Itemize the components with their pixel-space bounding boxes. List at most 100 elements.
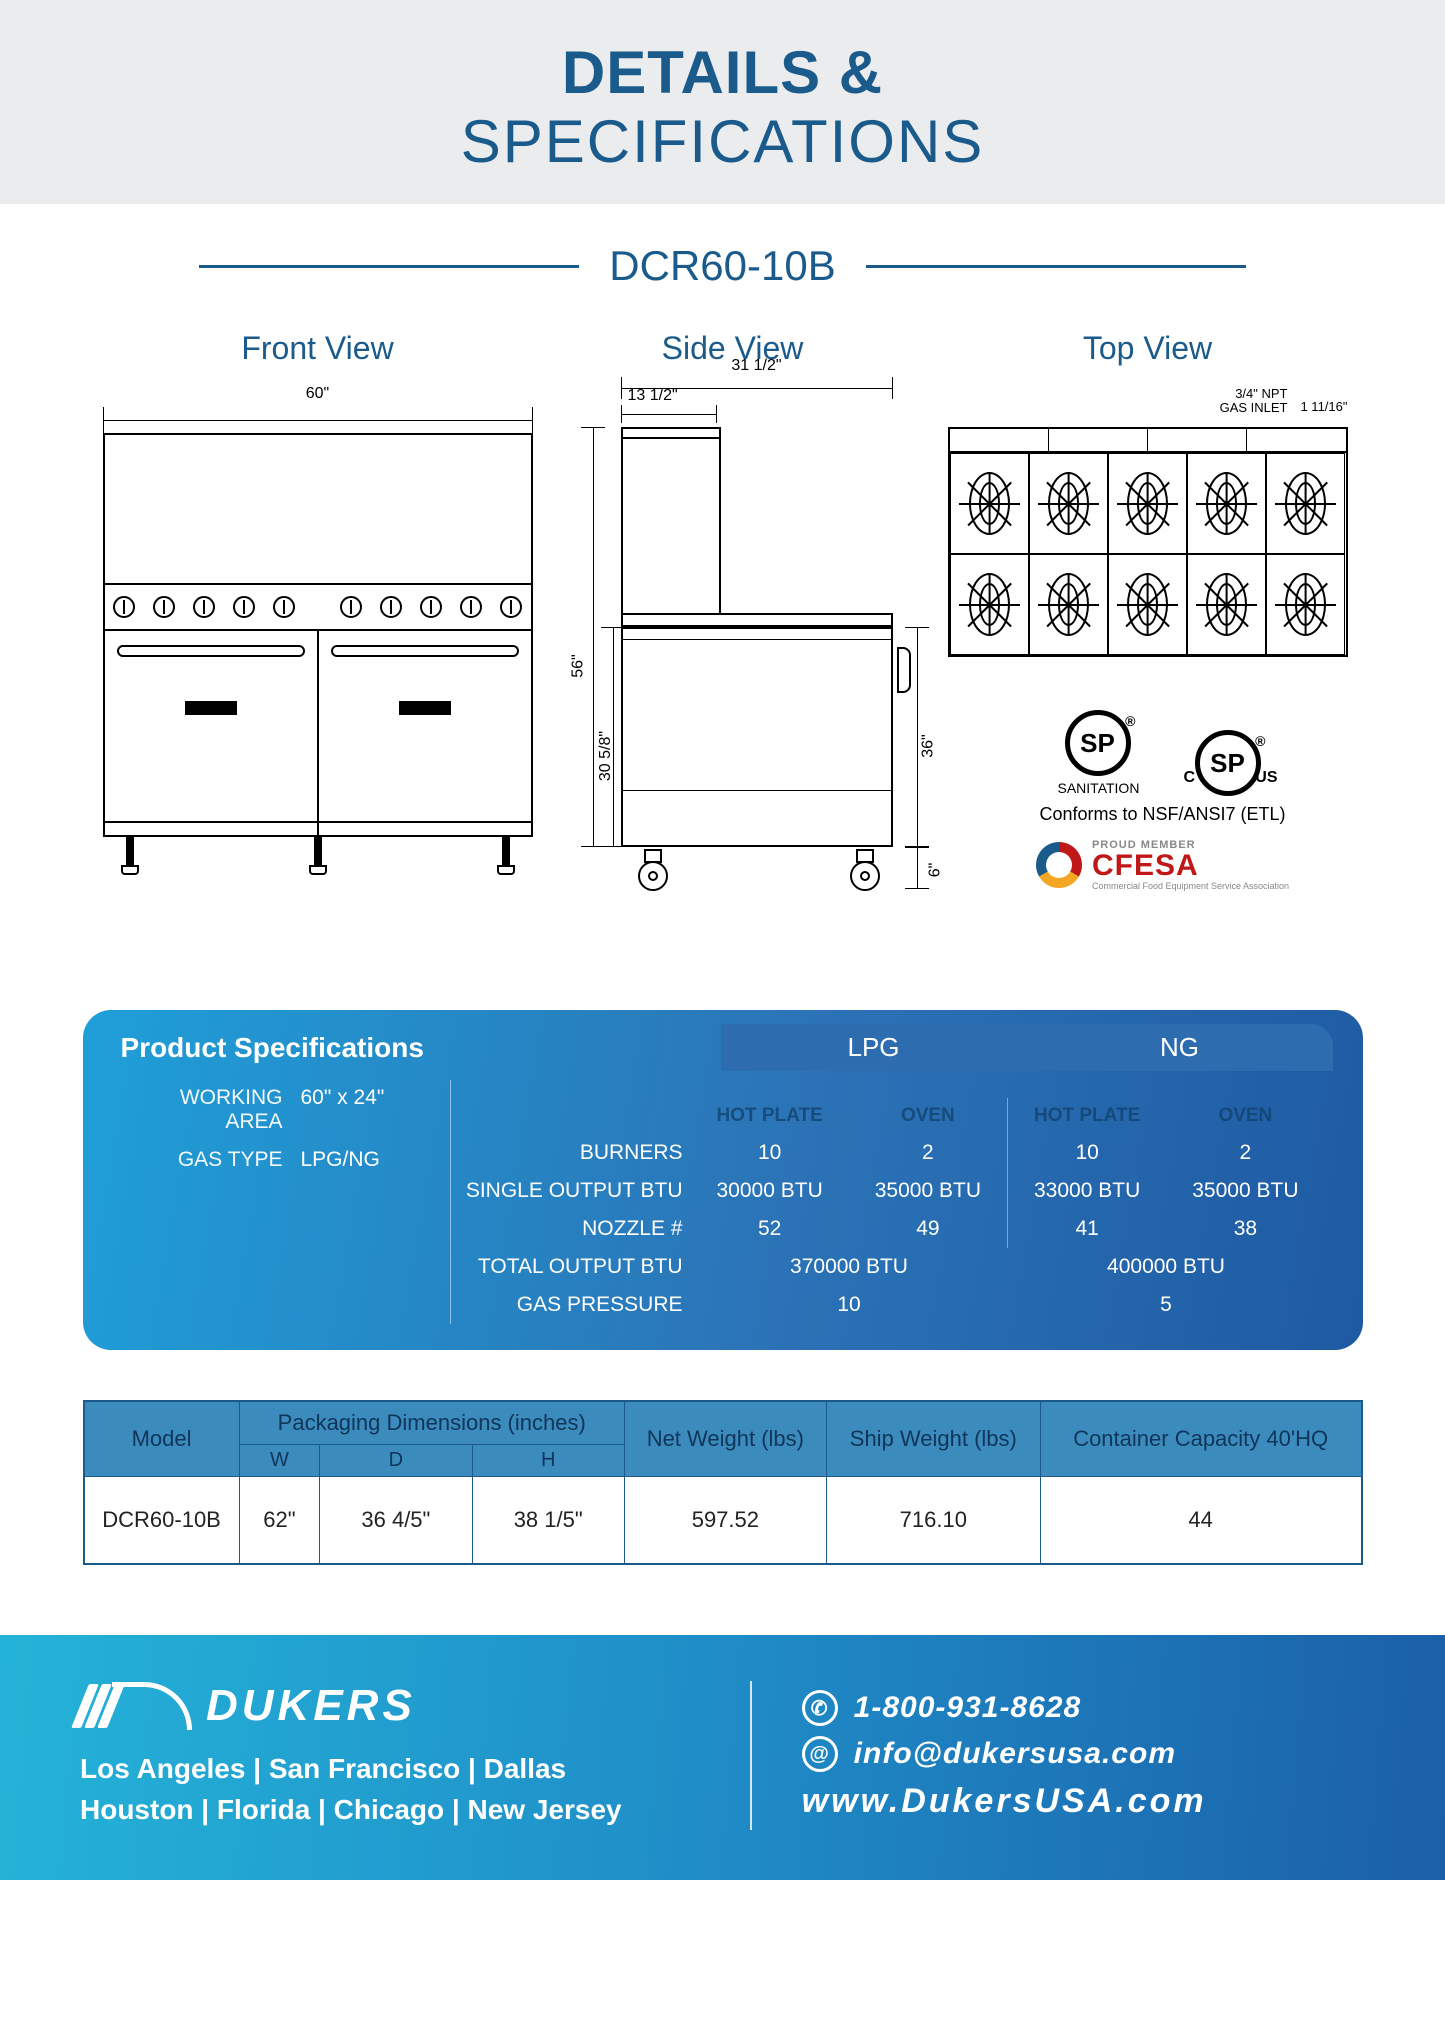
cfesa-text: PROUD MEMBER CFESA Commercial Food Equip… — [1092, 839, 1289, 891]
oven-handle-icon — [117, 645, 305, 657]
front-ovens — [105, 631, 531, 835]
cfesa-badge: PROUD MEMBER CFESA Commercial Food Equip… — [983, 839, 1343, 891]
side-leg-height-dim: 6" — [926, 863, 944, 878]
footer-right: ✆ 1-800-931-8628 @ info@dukersusa.com ww… — [802, 1690, 1365, 1821]
side-height-full-dim: 56" — [569, 654, 587, 677]
oven-handle-icon — [331, 645, 519, 657]
side-height-oven-dim: 30 5/8" — [597, 731, 615, 781]
cities-line-2: Houston | Florida | Chicago | New Jersey — [80, 1790, 700, 1831]
footer-phone: 1-800-931-8628 — [854, 1691, 1082, 1725]
knob-icon — [193, 596, 215, 618]
ng-ov-nozzle: 38 — [1166, 1210, 1324, 1248]
sub-header-hotplate: HOT PLATE — [691, 1098, 849, 1134]
front-view-column: Front View 60" — [93, 330, 543, 877]
csa-row: SP ® SANITATION SP ® C US — [983, 710, 1343, 796]
csa-icon: SP ® C US — [1195, 730, 1261, 796]
lpg-ov-single-btu: 35000 BTU — [849, 1172, 1007, 1210]
ng-total-btu: 400000 BTU — [1008, 1248, 1325, 1286]
side-body — [621, 427, 893, 847]
top-view-label: Top View — [943, 330, 1353, 367]
top-gas-inlet-note: 3/4" NPT GAS INLET — [1220, 387, 1288, 416]
csa-us: US — [1255, 769, 1277, 787]
oven-badge-icon — [185, 701, 237, 715]
th-model: Model — [84, 1401, 240, 1477]
leg-icon — [309, 837, 327, 877]
knob-icon — [380, 596, 402, 618]
sub-header-hotplate: HOT PLATE — [1008, 1098, 1166, 1134]
csa-sanitation-badge: SP ® SANITATION — [1058, 710, 1138, 796]
cell-h: 38 1/5" — [472, 1477, 624, 1565]
th-container: Container Capacity 40'HQ — [1040, 1401, 1361, 1477]
burner-cell — [950, 453, 1029, 554]
cities-line-1: Los Angeles | San Francisco | Dallas — [80, 1749, 700, 1790]
th-h: H — [472, 1445, 624, 1477]
rule-left — [199, 265, 579, 268]
ng-gas-pressure: 5 — [1008, 1286, 1325, 1324]
footer-logo: DUKERS — [80, 1681, 700, 1731]
working-area-value: 60" x 24" — [301, 1086, 385, 1134]
row-gas-pressure-label: GAS PRESSURE — [451, 1286, 683, 1324]
lpg-hp-nozzle: 52 — [691, 1210, 849, 1248]
gas-type-value: LPG/NG — [301, 1148, 380, 1172]
lpg-hp-single-btu: 30000 BTU — [691, 1172, 849, 1210]
front-dimline — [103, 407, 533, 433]
caster-icon — [633, 849, 673, 889]
knob-icon — [233, 596, 255, 618]
burner-grid — [950, 453, 1346, 655]
side-shelf — [621, 427, 721, 617]
top-edge-dim: 1 11/16" — [1300, 399, 1347, 414]
lpg-half: HOT PLATE 10 30000 BTU 52 OVEN 2 35000 B… — [691, 1098, 1009, 1248]
cfesa-name: CFESA — [1092, 851, 1289, 881]
th-w: W — [239, 1445, 320, 1477]
brand-name: DUKERS — [206, 1681, 416, 1731]
burner-cell — [1266, 554, 1345, 655]
footer-website: www.DukersUSA.com — [802, 1782, 1365, 1821]
footer-phone-row: ✆ 1-800-931-8628 — [802, 1690, 1365, 1726]
csa-letters: SP — [1080, 728, 1115, 759]
side-depth-shelf-dim: 13 1/2" — [628, 387, 678, 405]
side-dimline-shelf — [621, 405, 717, 423]
lpg-total-btu: 370000 BTU — [691, 1248, 1008, 1286]
cfesa-subtitle: Commercial Food Equipment Service Associ… — [1092, 881, 1289, 891]
registered-icon: ® — [1125, 713, 1135, 729]
front-view-label: Front View — [93, 330, 543, 367]
working-area-label: WORKING AREA — [121, 1086, 301, 1134]
page-title-light: SPECIFICATIONS — [0, 107, 1445, 176]
side-view-column: Side View 31 1/2" 13 1/2" 56" 30 5/8" — [563, 330, 903, 897]
knob-icon — [500, 596, 522, 618]
oven-left — [105, 631, 319, 835]
lpg-oven-col: OVEN 2 35000 BTU 49 — [849, 1098, 1007, 1248]
burner-cell — [950, 554, 1029, 655]
footer-email: info@dukersusa.com — [854, 1737, 1176, 1771]
row-total-btu-label: TOTAL OUTPUT BTU — [451, 1248, 683, 1286]
leg-icon — [497, 837, 515, 877]
table-header: Model Packaging Dimensions (inches) Net … — [84, 1401, 1362, 1477]
sub-header-oven: OVEN — [1166, 1098, 1324, 1134]
sub-header-oven: OVEN — [849, 1098, 1007, 1134]
cfesa-swirl-icon — [1036, 842, 1082, 888]
side-height-work-dim: 36" — [920, 734, 938, 757]
lpg-ov-burners: 2 — [849, 1134, 1007, 1172]
row-burners-label: BURNERS — [451, 1134, 683, 1172]
knob-icon — [113, 596, 135, 618]
spec-gas-data: HOT PLATE 10 30000 BTU 52 OVEN 2 35000 B… — [691, 1080, 1325, 1324]
knob-icon — [420, 596, 442, 618]
front-shelf — [105, 435, 531, 585]
ng-ov-burners: 2 — [1166, 1134, 1324, 1172]
logo-arc-icon — [112, 1682, 192, 1730]
front-control-row — [105, 585, 531, 631]
top-view-column: Top View 3/4" NPT GAS INLET 1 11/16" SP … — [943, 330, 1353, 657]
top-view-diagram: 3/4" NPT GAS INLET 1 11/16" — [948, 397, 1348, 657]
footer-cities: Los Angeles | San Francisco | Dallas Hou… — [80, 1749, 700, 1830]
gas-header-row: LPG NG — [721, 1024, 1333, 1071]
footer-left: DUKERS Los Angeles | San Francisco | Dal… — [80, 1681, 700, 1830]
csa-cus-badge: SP ® C US — [1188, 730, 1268, 796]
side-dimline-6 — [905, 847, 929, 889]
ng-half: HOT PLATE 10 33000 BTU 41 OVEN 2 35000 B… — [1008, 1098, 1325, 1248]
csa-sanitation-label: SANITATION — [1058, 780, 1138, 796]
ng-hp-burners: 10 — [1008, 1134, 1166, 1172]
front-view-diagram: 60" — [103, 407, 533, 877]
views-section: Front View 60" — [83, 330, 1363, 980]
caster-icon — [845, 849, 885, 889]
oven-base — [105, 821, 317, 835]
